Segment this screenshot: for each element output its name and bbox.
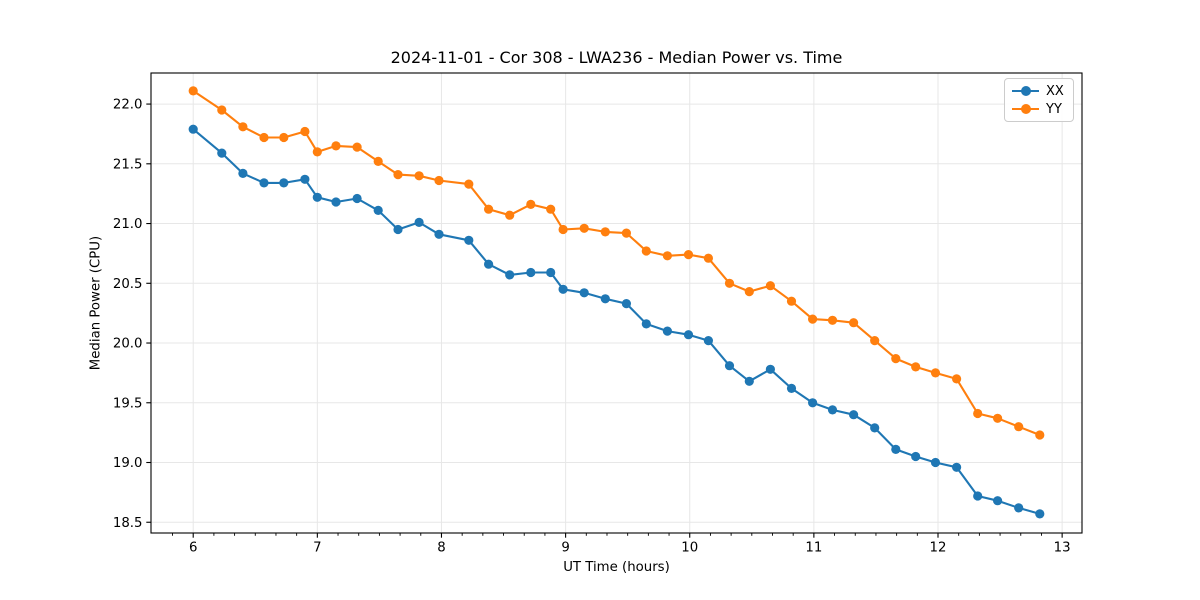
legend-entry-xx: XX bbox=[1012, 83, 1066, 100]
legend: XX YY bbox=[1004, 78, 1074, 122]
svg-text:12: 12 bbox=[930, 541, 947, 556]
x-axis-label: UT Time (hours) bbox=[563, 560, 670, 575]
legend-line-marker-yy-icon bbox=[1012, 104, 1039, 114]
y-axis-label: Median Power (CPU) bbox=[88, 235, 104, 371]
legend-line-marker-xx-icon bbox=[1012, 86, 1039, 96]
svg-text:19.0: 19.0 bbox=[113, 456, 143, 471]
svg-text:10: 10 bbox=[681, 541, 698, 556]
svg-text:11: 11 bbox=[805, 541, 822, 556]
svg-text:21.0: 21.0 bbox=[113, 217, 143, 232]
legend-entry-yy: YY bbox=[1012, 101, 1066, 118]
svg-text:20.0: 20.0 bbox=[113, 337, 143, 352]
svg-text:20.5: 20.5 bbox=[113, 277, 143, 292]
svg-text:13: 13 bbox=[1054, 541, 1071, 556]
svg-text:9: 9 bbox=[561, 541, 569, 556]
svg-text:19.5: 19.5 bbox=[113, 396, 143, 411]
legend-label-xx: XX bbox=[1046, 83, 1064, 99]
chart-title: 2024-11-01 - Cor 308 - LWA236 - Median P… bbox=[390, 48, 843, 67]
legend-label-yy: YY bbox=[1046, 101, 1062, 117]
svg-text:8: 8 bbox=[437, 541, 445, 556]
svg-text:7: 7 bbox=[313, 541, 321, 556]
svg-text:22.0: 22.0 bbox=[113, 98, 143, 113]
svg-text:21.5: 21.5 bbox=[113, 157, 143, 172]
svg-text:18.5: 18.5 bbox=[113, 516, 143, 531]
svg-text:6: 6 bbox=[189, 541, 197, 556]
